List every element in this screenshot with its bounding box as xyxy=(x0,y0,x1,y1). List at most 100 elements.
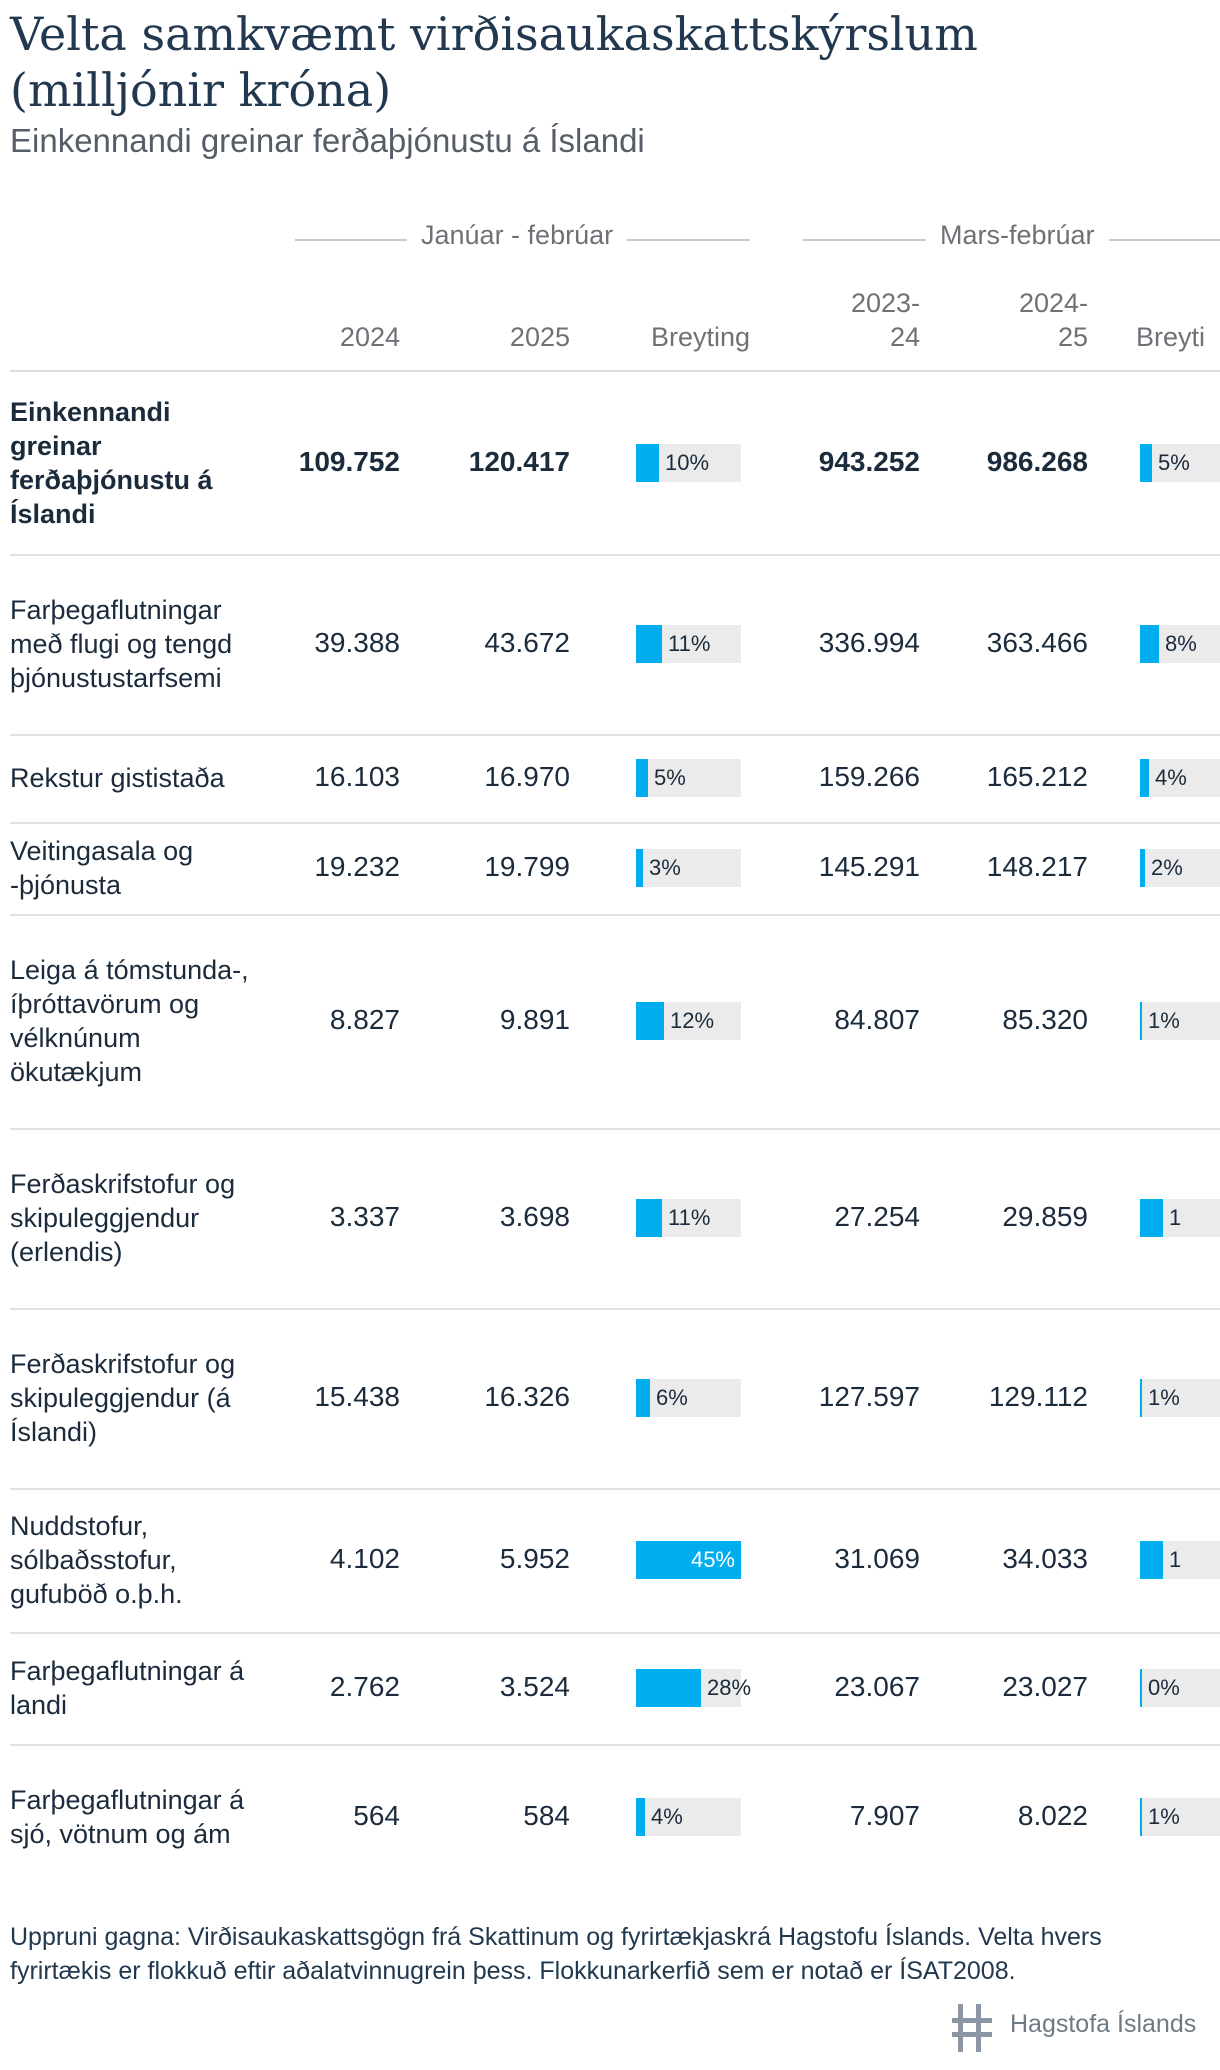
change-bar-jan-feb-label: 5% xyxy=(654,765,686,790)
cell-2024-25: 165.212 xyxy=(986,761,1088,792)
cell-2024: 109.752 xyxy=(298,446,400,477)
table-row: 2.762 3.524 23.067 23.027 28% 0% Farþegaflutni… xyxy=(10,1632,1220,1746)
cell-2024-25: 29.859 xyxy=(1002,1201,1088,1232)
change-bar-jan-feb-label: 6% xyxy=(656,1385,688,1410)
hagstofa-logo: Hagstofa Íslands xyxy=(950,2000,1200,2056)
chart-subtitle: Einkennandi greinar ferðaþjónustu á Ísla… xyxy=(10,122,645,159)
change-bar-mar-feb: 5% xyxy=(1140,444,1220,482)
cell-2024: 15.438 xyxy=(314,1381,400,1412)
change-bar-jan-feb-fill xyxy=(636,1379,650,1417)
cell-2025: 43.672 xyxy=(484,627,570,658)
change-bar-jan-feb-fill xyxy=(636,444,659,482)
cell-2023-24: 31.069 xyxy=(834,1543,920,1574)
change-bar-jan-feb: 45% xyxy=(636,1541,741,1579)
change-bar-jan-feb: 12% xyxy=(636,1002,741,1040)
change-bar-mar-feb-label: 1% xyxy=(1148,1008,1180,1033)
cell-2024-25: 363.466 xyxy=(986,627,1088,658)
cell-2024-25: 23.027 xyxy=(1002,1671,1088,1702)
cell-2024-25: 34.033 xyxy=(1002,1543,1088,1574)
change-bar-mar-feb: 1% xyxy=(1140,1379,1220,1417)
change-bar-mar-feb-fill xyxy=(1140,1798,1142,1836)
change-bar-jan-feb-fill xyxy=(636,849,643,887)
change-bar-mar-feb: 4% xyxy=(1140,759,1220,797)
cell-2024: 39.388 xyxy=(314,627,400,658)
row-label: Ferðaskrifstofur og skipuleggjendur (erl… xyxy=(10,1169,236,1267)
hagstofa-logo-text: Hagstofa Íslands xyxy=(1010,2010,1197,2038)
table-row: 564 584 7.907 8.022 4% 1% Farþegaflutningar á … xyxy=(10,1744,1220,1890)
row-label: Einkennandi greinar ferðaþjónustu á Ísla… xyxy=(10,397,213,529)
table-row: 109.752 120.417 943.252 986.268 10% 5% Einkenn… xyxy=(10,372,1220,556)
change-bar-jan-feb: 6% xyxy=(636,1379,741,1417)
table-row: 3.337 3.698 27.254 29.859 11% 1 Ferðaskrifstof… xyxy=(10,1128,1220,1310)
change-bar-jan-feb-label: 28% xyxy=(707,1675,752,1700)
row-label: Ferðaskrifstofur og skipuleggjendur (á Í… xyxy=(10,1349,236,1447)
change-bar-mar-feb-label: 1 xyxy=(1169,1547,1182,1572)
change-bar-mar-feb: 1% xyxy=(1140,1002,1220,1040)
change-bar-jan-feb-label: 11% xyxy=(668,631,711,656)
change-bar-jan-feb: 11% xyxy=(636,625,741,663)
change-bar-jan-feb-fill xyxy=(636,1669,701,1707)
cell-2024: 2.762 xyxy=(329,1671,400,1702)
cell-2024-25: 8.022 xyxy=(1017,1800,1088,1831)
cell-2023-24: 159.266 xyxy=(818,761,920,792)
colhead-2023-24: 2023- 24 xyxy=(850,288,920,352)
change-bar-mar-feb-label: 5% xyxy=(1158,450,1190,475)
table-row: 16.103 16.970 159.266 165.212 5% 4% Rekstur gi… xyxy=(10,734,1220,824)
header-rule xyxy=(10,370,1220,372)
change-bar-mar-feb-label: 8% xyxy=(1165,631,1197,656)
change-bar-mar-feb-label: 4% xyxy=(1155,765,1187,790)
change-bar-mar-feb-fill xyxy=(1140,1669,1142,1707)
change-bar-jan-feb-label: 45% xyxy=(690,1547,735,1572)
cell-2024: 3.337 xyxy=(329,1201,400,1232)
cell-2023-24: 7.907 xyxy=(849,1800,920,1831)
change-bar-mar-feb-fill xyxy=(1140,1002,1142,1040)
change-bar-jan-feb-label: 10% xyxy=(665,450,710,475)
cell-2025: 3.524 xyxy=(499,1671,570,1702)
hagstofa-logo-icon xyxy=(952,2004,992,2052)
change-bar-mar-feb: 2% xyxy=(1140,849,1220,887)
change-bar-mar-feb-fill xyxy=(1140,444,1152,482)
group-label-mar-feb: Mars-febrúar xyxy=(926,220,1109,251)
cell-2024-25: 148.217 xyxy=(986,851,1088,882)
table-row: 19.232 19.799 145.291 148.217 3% 2% Veitingasa… xyxy=(10,822,1220,916)
cell-2024-25: 85.320 xyxy=(1002,1004,1088,1035)
colhead-change-1: Breyting xyxy=(650,322,750,352)
cell-2025: 19.799 xyxy=(484,851,570,882)
change-bar-jan-feb-fill xyxy=(636,1798,645,1836)
cell-2023-24: 23.067 xyxy=(834,1671,920,1702)
cell-2023-24: 943.252 xyxy=(818,446,920,477)
cell-2024: 564 xyxy=(353,1800,400,1831)
cell-2025: 16.326 xyxy=(484,1381,570,1412)
change-bar-mar-feb: 1% xyxy=(1140,1798,1220,1836)
change-bar-jan-feb-label: 12% xyxy=(670,1008,715,1033)
cell-2024: 8.827 xyxy=(329,1004,400,1035)
change-bar-jan-feb: 4% xyxy=(636,1798,741,1836)
colhead-change-2: Breyti xyxy=(1136,322,1206,352)
cell-2023-24: 84.807 xyxy=(834,1004,920,1035)
change-bar-jan-feb: 3% xyxy=(636,849,741,887)
cell-2025: 584 xyxy=(523,1800,570,1831)
group-label-jan-feb: Janúar - febrúar xyxy=(407,220,628,251)
change-bar-mar-feb-label: 1% xyxy=(1148,1385,1180,1410)
change-bar-jan-feb: 28% xyxy=(636,1669,751,1707)
change-bar-jan-feb-label: 11% xyxy=(668,1205,711,1230)
table-row: 8.827 9.891 84.807 85.320 12% 1% Leiga á tómst… xyxy=(10,914,1220,1130)
row-label: Veitingasala og -þjónusta xyxy=(10,836,194,900)
change-bar-mar-feb-fill xyxy=(1140,1541,1163,1579)
chart-title: Velta samkvæmt virðisaukaskattskýrslum (… xyxy=(10,7,978,117)
change-bar-jan-feb-fill xyxy=(636,1541,741,1579)
cell-2023-24: 336.994 xyxy=(818,627,920,658)
cell-2023-24: 27.254 xyxy=(834,1201,920,1232)
table-row: 39.388 43.672 336.994 363.466 11% 8% Farþegafl… xyxy=(10,554,1220,736)
cell-2024: 19.232 xyxy=(314,851,400,882)
change-bar-jan-feb: 11% xyxy=(636,1199,741,1237)
cell-2024: 4.102 xyxy=(329,1543,400,1574)
row-label: Farþegaflutningar með flugi og tengd þjó… xyxy=(10,595,233,693)
row-label: Rekstur gististaða xyxy=(10,763,225,793)
cell-2025: 5.952 xyxy=(499,1543,570,1574)
change-bar-mar-feb-fill xyxy=(1140,625,1159,663)
data-table: Janúar - febrúar Mars-febrúar 2024 2025 … xyxy=(10,210,1220,1890)
change-bar-jan-feb-fill xyxy=(636,1002,664,1040)
change-bar-mar-feb: 8% xyxy=(1140,625,1220,663)
change-bar-jan-feb-fill xyxy=(636,625,662,663)
